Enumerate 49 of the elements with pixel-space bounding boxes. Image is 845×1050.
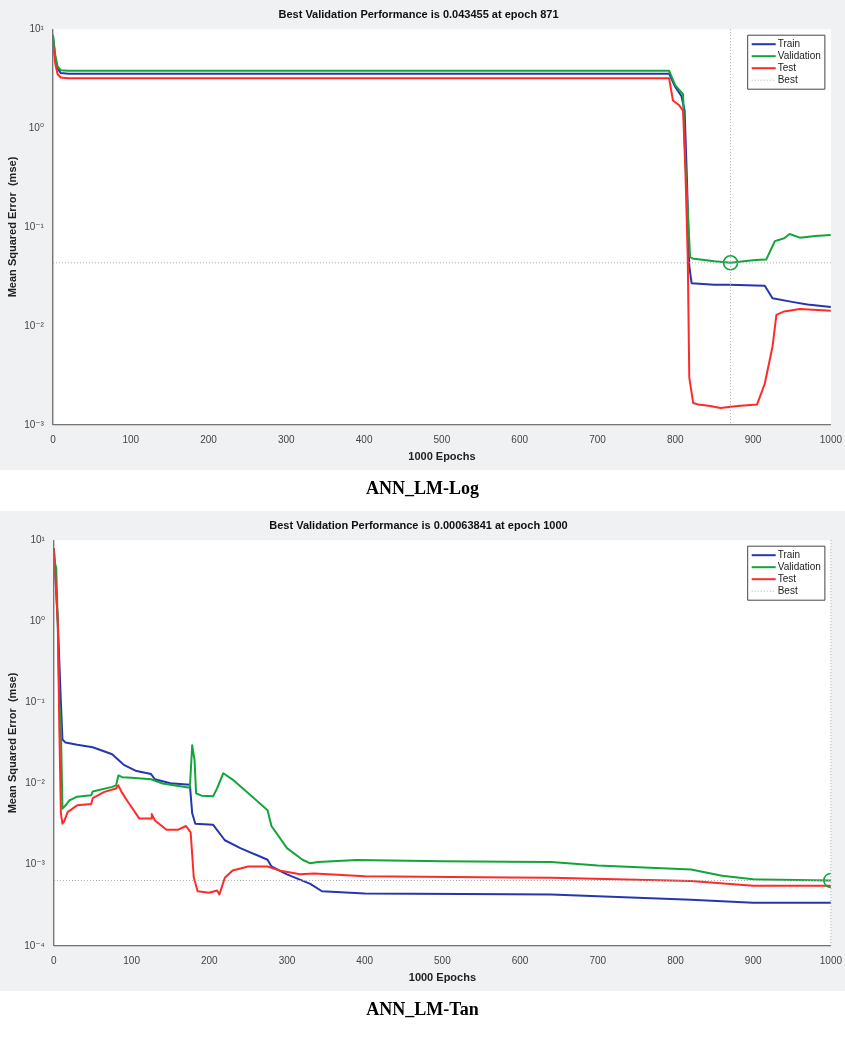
- legend-label: Best: [777, 584, 798, 596]
- legend-label: Test: [777, 572, 797, 584]
- x-tick-label: 100: [123, 954, 141, 966]
- text: ANN_LM-Log: [365, 477, 480, 500]
- x-tick-label: 400: [355, 433, 373, 445]
- x-tick-label: 700: [589, 954, 607, 966]
- x-tick-label: 600: [511, 433, 529, 445]
- legend-label: Train: [777, 37, 801, 49]
- y-tick-label: 10⁻²: [24, 319, 45, 331]
- x-tick-label: 600: [511, 954, 529, 966]
- legend-label: Best: [777, 73, 798, 85]
- x-tick-label: 100: [122, 433, 140, 445]
- x-tick-label: 500: [434, 954, 452, 966]
- y-axis-title: Mean Squared Error (mse): [5, 156, 18, 298]
- x-tick-label: 900: [744, 433, 762, 445]
- x-axis-title: 1000 Epochs: [408, 971, 477, 984]
- chart-title: Best Validation Performance is 0.043455 at epoch 871: [278, 7, 559, 20]
- y-tick-label: 10¹: [29, 22, 45, 34]
- y-tick-label: 10⁻¹: [25, 696, 46, 708]
- legend-label: Validation: [777, 560, 821, 572]
- y-tick-label: 10⁰: [28, 121, 44, 133]
- x-tick-label: 200: [200, 954, 219, 966]
- y-tick-label: 10¹: [30, 533, 46, 545]
- legend-label: Train: [777, 548, 801, 560]
- y-tick-label: 10⁻³: [25, 858, 46, 870]
- chart-title: Best Validation Performance is 0.00063841 at epoch 1000: [269, 518, 568, 531]
- y-tick-label: 10⁻⁴: [24, 939, 45, 951]
- legend-label: Test: [777, 61, 797, 73]
- y-tick-label: 10⁰: [29, 615, 45, 627]
- y-tick-label: 10⁻²: [25, 777, 46, 789]
- x-tick-label: 500: [433, 433, 451, 445]
- x-axis-title: 1000 Epochs: [408, 450, 476, 463]
- x-tick-label: 300: [277, 433, 296, 445]
- y-tick-label: 10⁻³: [24, 418, 45, 430]
- x-tick-label: 400: [356, 954, 374, 966]
- text: ANN_LM-Tan: [365, 998, 480, 1021]
- x-tick-label: 200: [200, 433, 218, 445]
- x-tick-label: 700: [589, 433, 607, 445]
- y-tick-label: 10⁻¹: [24, 220, 45, 232]
- y-axis-title: Mean Squared Error (mse): [5, 672, 18, 814]
- x-tick-label: 800: [666, 433, 685, 445]
- x-tick-label: 300: [278, 954, 296, 966]
- x-tick-label: 1000: [819, 433, 843, 445]
- x-tick-label: 800: [667, 954, 685, 966]
- legend-label: Validation: [777, 49, 821, 61]
- x-tick-label: 900: [744, 954, 762, 966]
- x-tick-label: 0: [51, 954, 58, 966]
- x-tick-label: 1000: [819, 954, 843, 966]
- x-tick-label: 0: [50, 433, 57, 445]
